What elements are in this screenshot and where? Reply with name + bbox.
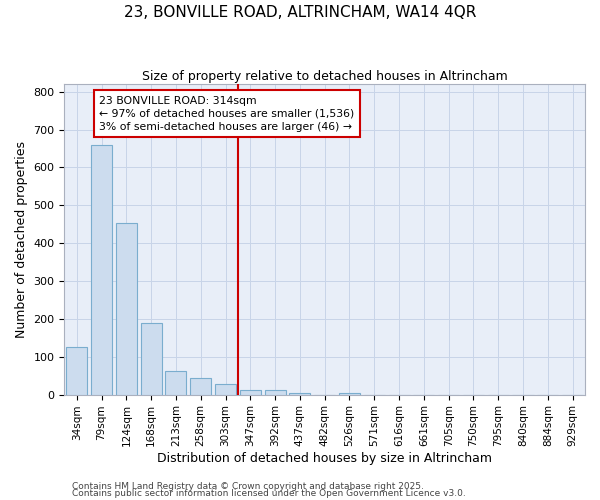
Y-axis label: Number of detached properties: Number of detached properties — [15, 141, 28, 338]
Bar — [339, 392, 360, 394]
Text: Contains HM Land Registry data © Crown copyright and database right 2025.: Contains HM Land Registry data © Crown c… — [72, 482, 424, 491]
Bar — [240, 390, 261, 394]
Text: Contains public sector information licensed under the Open Government Licence v3: Contains public sector information licen… — [72, 490, 466, 498]
Bar — [215, 384, 236, 394]
Title: Size of property relative to detached houses in Altrincham: Size of property relative to detached ho… — [142, 70, 508, 83]
Bar — [66, 346, 88, 395]
Text: 23, BONVILLE ROAD, ALTRINCHAM, WA14 4QR: 23, BONVILLE ROAD, ALTRINCHAM, WA14 4QR — [124, 5, 476, 20]
X-axis label: Distribution of detached houses by size in Altrincham: Distribution of detached houses by size … — [157, 452, 492, 465]
Bar — [190, 378, 211, 394]
Text: 23 BONVILLE ROAD: 314sqm
← 97% of detached houses are smaller (1,536)
3% of semi: 23 BONVILLE ROAD: 314sqm ← 97% of detach… — [99, 96, 355, 132]
Bar — [116, 224, 137, 394]
Bar — [265, 390, 286, 394]
Bar — [166, 370, 187, 394]
Bar — [140, 324, 162, 394]
Bar — [91, 144, 112, 394]
Bar — [289, 392, 310, 394]
